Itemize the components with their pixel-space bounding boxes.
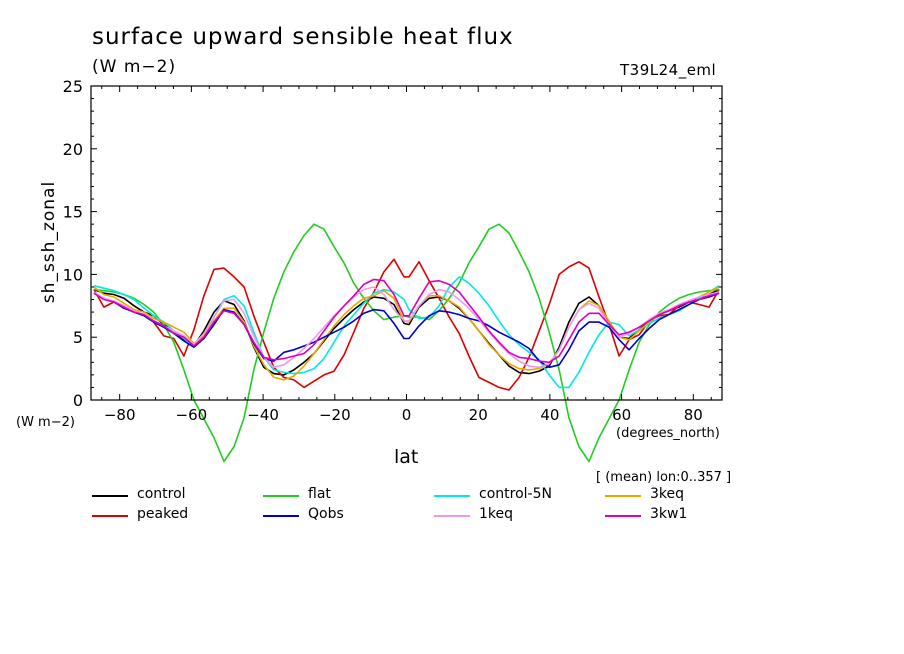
legend-label-peaked: peaked (137, 506, 189, 522)
legend-swatch-flat (263, 495, 299, 497)
averaging-note: [ (mean) lon:0..357 ] (596, 470, 732, 485)
x-tick-label: −40 (247, 406, 279, 424)
legend-label-3keq: 3keq (650, 486, 685, 502)
series-line-1keq (93, 286, 720, 369)
y-tick-label: 0 (73, 391, 83, 410)
series-line-3kw1 (93, 278, 720, 364)
chart-title: surface upward sensible heat flux (92, 24, 514, 50)
y-tick-label: 20 (63, 140, 83, 159)
y-tick-label: 10 (63, 265, 83, 284)
x-tick-label: 40 (540, 406, 559, 424)
series-line-Qobs (93, 292, 720, 369)
y-tick-label: 15 (63, 203, 83, 222)
chart-units: (W m−2) (92, 57, 177, 77)
legend-label-1keq: 1keq (479, 506, 514, 522)
x-tick-label: −80 (104, 406, 136, 424)
legend-label-3kw1: 3kw1 (650, 506, 688, 522)
y-tick-label: 25 (63, 77, 83, 96)
x-tick-label: 0 (402, 406, 412, 424)
legend-label-control: control (137, 486, 186, 502)
y-tick-label: 5 (73, 328, 83, 347)
x-tick-label: 80 (684, 406, 703, 424)
x-tick-label: −20 (319, 406, 351, 424)
x-tick-label: 60 (612, 406, 631, 424)
series-line-peaked (93, 258, 720, 391)
x-axis-units: (degrees_north) (616, 426, 720, 441)
legend-swatch-3keq (605, 495, 641, 497)
x-tick-label: 20 (469, 406, 488, 424)
legend-swatch-control-5N (434, 495, 470, 497)
legend-swatch-control (92, 495, 128, 497)
legend-swatch-1keq (434, 515, 470, 517)
series-line-control-5N (93, 276, 720, 389)
legend-label-control-5N: control-5N (479, 486, 552, 502)
legend-label-flat: flat (308, 486, 331, 502)
x-axis-label: lat (394, 446, 419, 468)
legend-label-Qobs: Qobs (308, 506, 344, 522)
legend-swatch-Qobs (263, 515, 299, 517)
axis-ticks: 0 5 10 15 20 25 −80 −60 −40 −20 0 20 40 60 80 (63, 77, 722, 424)
series-layer (93, 223, 720, 463)
run-label: T39L24_eml (620, 61, 717, 79)
y-axis-units: (W m−2) (16, 415, 75, 430)
x-tick-label: −60 (176, 406, 208, 424)
legend-swatch-peaked (92, 515, 128, 517)
legend-swatch-3kw1 (605, 515, 641, 517)
